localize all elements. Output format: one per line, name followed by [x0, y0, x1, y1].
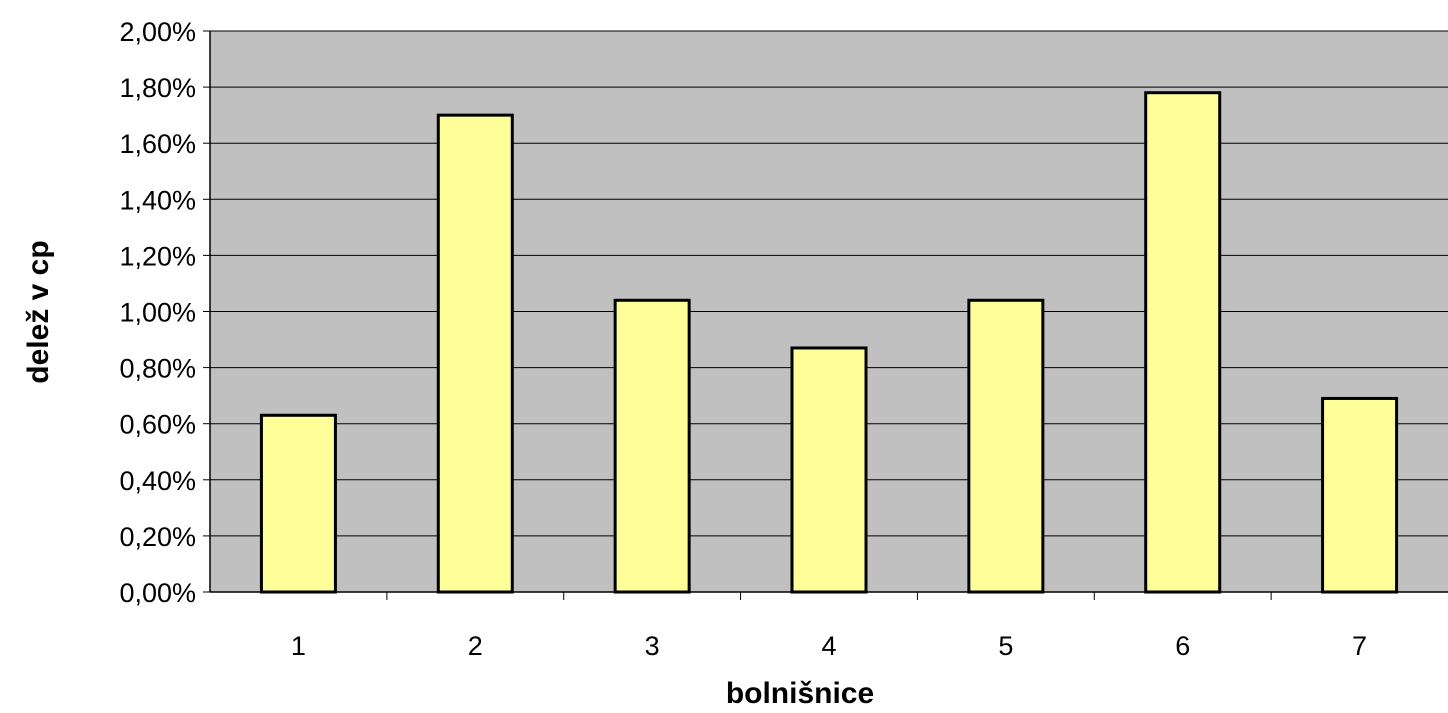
y-tick-labels: 0,00% 0,20% 0,40% 0,60% 0,80% 1,00% 1,20% 1,40%… [119, 17, 196, 608]
y-tick-label: 0,60% [119, 410, 196, 440]
y-tick-label: 0,80% [119, 354, 196, 384]
x-tick-label: 3 [645, 631, 660, 661]
x-tick-label: 6 [1175, 631, 1190, 661]
bar-1 [259, 413, 337, 594]
bar-5 [967, 298, 1045, 594]
y-tick-label: 1,60% [119, 129, 196, 159]
bar-4 [790, 346, 868, 594]
y-tick-label: 1,00% [119, 298, 196, 328]
x-tick-label: 1 [291, 631, 306, 661]
y-tick-label: 1,40% [119, 185, 196, 215]
x-tick-label: 7 [1352, 631, 1367, 661]
y-tick-label: 0,00% [119, 578, 196, 608]
bar-7 [1321, 396, 1399, 594]
bars [259, 91, 1399, 594]
bar-2 [436, 113, 514, 594]
x-axis-title: bolnišnice [726, 677, 874, 710]
x-tick-labels: 1 2 3 4 5 6 7 [291, 631, 1367, 661]
y-tick-label: 2,00% [119, 17, 196, 47]
bar-3 [613, 298, 691, 594]
x-tick-label: 4 [821, 631, 836, 661]
axes [209, 31, 1448, 600]
y-axis-title: delež v cp [22, 240, 55, 383]
y-tick-label: 0,40% [119, 466, 196, 496]
y-tick-label: 1,80% [119, 73, 196, 103]
x-tick-label: 5 [998, 631, 1013, 661]
y-tick-label: 0,20% [119, 522, 196, 552]
x-tick-label: 2 [468, 631, 483, 661]
bar-6 [1144, 91, 1222, 594]
y-tick-label: 1,20% [119, 241, 196, 271]
